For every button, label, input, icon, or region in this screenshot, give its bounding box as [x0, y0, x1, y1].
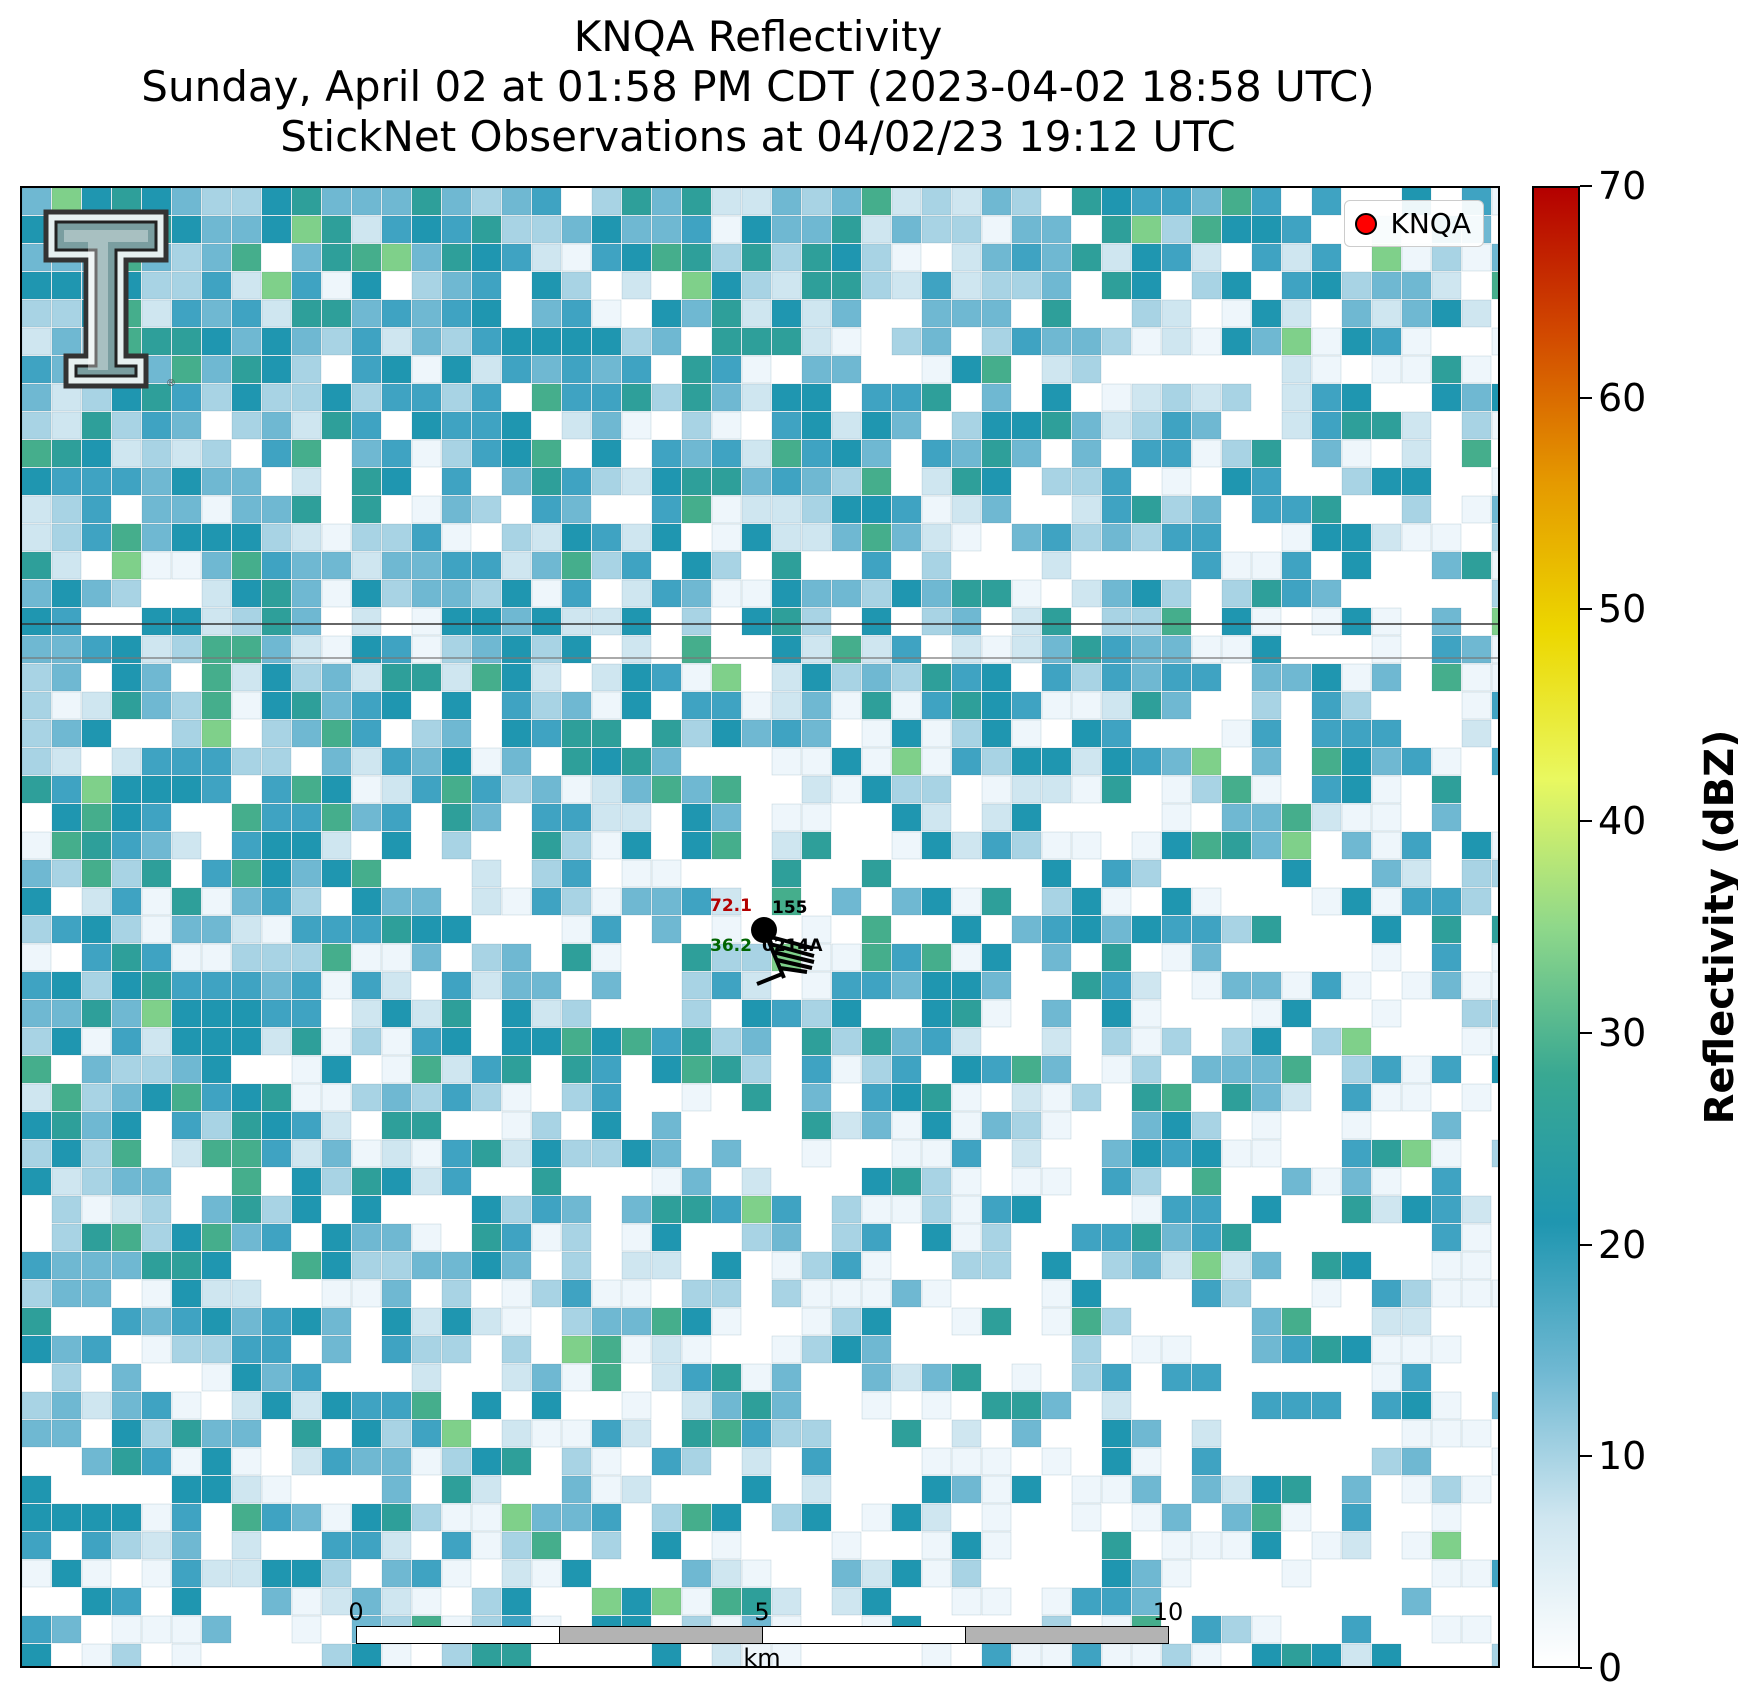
colorbar-tick-mark — [1580, 1455, 1592, 1458]
scale-unit: km — [743, 1644, 781, 1668]
sticknet-station-marker[interactable] — [751, 917, 815, 986]
scale-bar-segment — [559, 1626, 763, 1644]
radar-map[interactable]: ® KNQA 72.1 155 36.2 0214A 0 5 10 km — [20, 186, 1500, 1668]
colorbar-tick-mark — [1580, 185, 1592, 187]
colorbar-tick-label: 0 — [1598, 1646, 1623, 1690]
colorbar — [1532, 186, 1580, 1668]
scale-bar-segment — [762, 1626, 966, 1644]
colorbar-tick-mark — [1580, 1243, 1592, 1246]
reflectivity-field — [22, 188, 1498, 1666]
colorbar-title: Reflectivity (dBZ) — [1697, 729, 1738, 1125]
radar-site-marker-icon — [1354, 212, 1377, 235]
colorbar-tick-mark — [1580, 1667, 1592, 1669]
colorbar-tick-label: 50 — [1598, 587, 1647, 632]
title-line-3: StickNet Observations at 04/02/23 19:12 … — [280, 112, 1236, 161]
scale-tick-0: 0 — [348, 1598, 364, 1626]
station-pressure: 155 — [772, 898, 808, 918]
colorbar-tick-label: 20 — [1598, 1222, 1647, 1267]
radar-gates — [22, 188, 1498, 1666]
station-dewpoint: 36.2 — [710, 936, 752, 956]
station-temperature: 72.1 — [710, 896, 752, 916]
scale-tick-5: 5 — [754, 1598, 770, 1626]
registered-mark-icon: ® — [166, 378, 176, 389]
colorbar-tick-mark — [1580, 820, 1592, 823]
scale-tick-10: 10 — [1152, 1598, 1184, 1626]
station-id: 0214A — [762, 936, 823, 956]
title-line-2: Sunday, April 02 at 01:58 PM CDT (2023-0… — [141, 62, 1375, 111]
scale-bar-segment — [356, 1626, 560, 1644]
colorbar-tick-label: 30 — [1598, 1010, 1647, 1055]
colorbar-tick-label: 70 — [1598, 164, 1647, 208]
scale-bar-segment — [965, 1626, 1169, 1644]
colorbar-tick-mark — [1580, 608, 1592, 611]
figure-title: KNQA Reflectivity Sunday, April 02 at 01… — [0, 12, 1516, 162]
scale-bar: 0 5 10 km — [348, 1598, 1183, 1666]
texas-tech-logo — [43, 209, 169, 389]
colorbar-tick-label: 60 — [1598, 375, 1647, 420]
legend-label: KNQA — [1390, 207, 1472, 240]
colorbar-tick-mark — [1580, 1031, 1592, 1034]
map-legend: KNQA — [1343, 200, 1484, 247]
colorbar-tick-mark — [1580, 396, 1592, 399]
colorbar-tick-label: 10 — [1598, 1434, 1647, 1479]
title-line-1: KNQA Reflectivity — [573, 12, 943, 61]
wind-barb-icon — [756, 929, 815, 986]
colorbar-tick-label: 40 — [1598, 799, 1647, 844]
